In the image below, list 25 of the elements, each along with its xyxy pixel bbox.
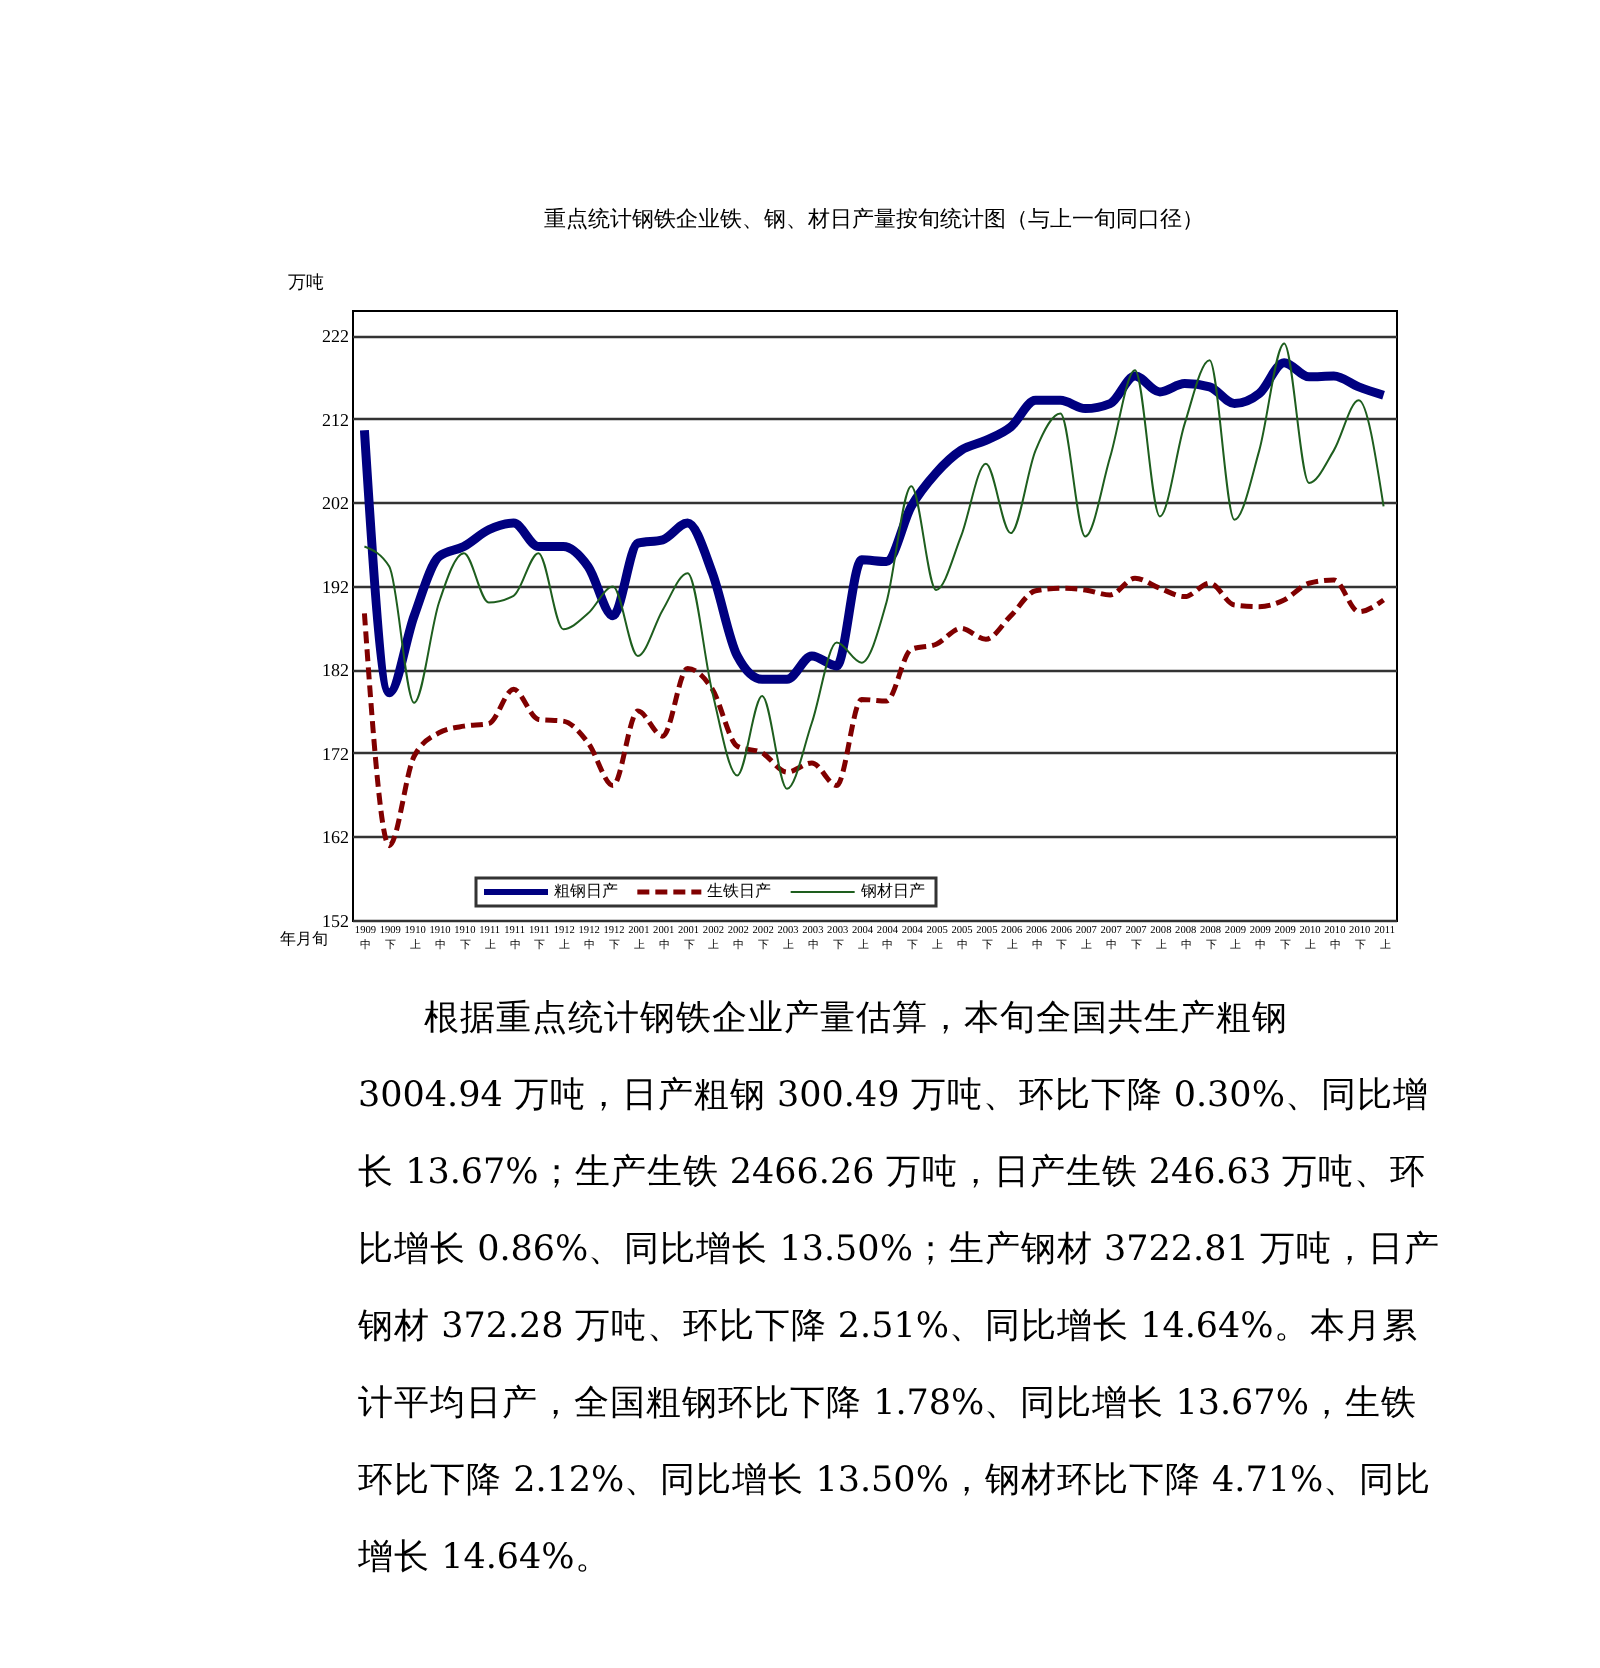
text: 计平均日产，全国粗钢环比下降 1.78%、同比增长 13.67%，生铁 xyxy=(358,1381,1417,1424)
y-tick-label: 222 xyxy=(322,326,349,347)
chart-title: 重点统计钢铁企业铁、钢、材日产量按旬统计图（与上一旬同口径） xyxy=(544,206,1204,232)
line-series xyxy=(359,358,1389,698)
line-series xyxy=(363,342,1385,790)
text: 环比下降 2.12%、同比增长 13.50%，钢材环比下降 4.71%、同比 xyxy=(358,1460,1432,1501)
text: 比增长 0.86%、同比增长 13.50%；生产钢材 3722.81 万吨，日产 xyxy=(358,1227,1440,1270)
y-tick-label: 212 xyxy=(322,409,349,430)
x-axis-title: 年月旬 xyxy=(280,930,328,948)
text: 钢材 372.28 万吨、环比下降 2.51%、同比增长 14.64%。本月累 xyxy=(356,1306,1418,1347)
y-axis-title: 万吨 xyxy=(288,272,324,294)
y-tick-label: 182 xyxy=(322,660,349,681)
text: 3004.94 万吨，日产粗钢 300.49 万吨、环比下降 0.30%、同比增 xyxy=(358,1073,1429,1116)
line-series xyxy=(361,575,1387,849)
legend-label: 钢材日产 xyxy=(858,882,925,900)
legend-label: 生铁日产 xyxy=(707,882,772,900)
y-tick-label: 172 xyxy=(322,743,349,764)
y-tick-label: 162 xyxy=(322,827,349,848)
text: 长 13.67%；生产生铁 2466.26 万吨，日产生铁 246.63 万吨、环 xyxy=(358,1150,1427,1193)
y-tick-label: 202 xyxy=(322,493,349,514)
y-tick-label: 152 xyxy=(322,911,349,931)
text: 增长 14.64%。 xyxy=(356,1537,611,1578)
y-tick-label: 192 xyxy=(322,576,349,597)
text: 根据重点统计钢铁企业产量估算，本旬全国共生产粗钢 xyxy=(424,996,1288,1039)
legend-label: 粗钢日产 xyxy=(554,882,618,900)
